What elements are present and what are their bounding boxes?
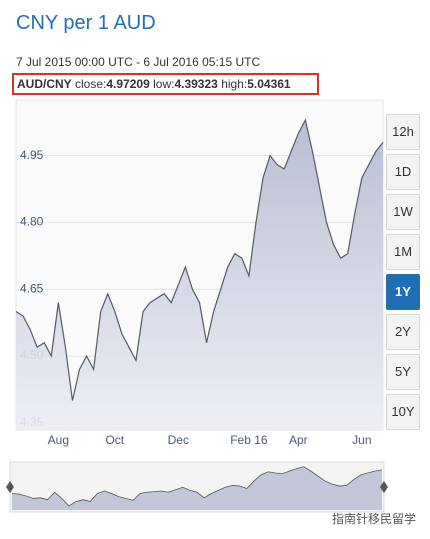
x-tick-label: Dec — [168, 433, 189, 447]
range-button[interactable]: 12h — [386, 114, 420, 150]
navigator-line — [11, 466, 383, 507]
date-range: 7 Jul 2015 00:00 UTC - 6 Jul 2016 05:15 … — [16, 55, 261, 69]
range-button[interactable]: 10Y — [386, 394, 420, 430]
x-tick-label: Oct — [105, 433, 124, 447]
price-line — [15, 118, 384, 401]
navigator-handle — [380, 481, 388, 493]
low-label: low: — [153, 77, 175, 91]
y-tick-label: 4.80 — [20, 215, 44, 229]
y-tick-label: 4.95 — [20, 148, 44, 162]
low: 4.39323 — [174, 77, 218, 91]
x-tick-label: Aug — [48, 433, 69, 447]
quote-info: AUD/CNY close:4.97209 low:4.39323 high:5… — [12, 73, 319, 95]
high-label: high: — [221, 77, 248, 91]
range-button[interactable]: 2Y — [386, 314, 420, 350]
x-tick-label: Feb 16 — [230, 433, 268, 447]
close: 4.97209 — [106, 77, 150, 91]
range-button[interactable]: 1W — [386, 194, 420, 230]
y-tick-label: 4.65 — [20, 281, 44, 295]
watermark: 指南针移民留学 — [331, 512, 416, 526]
x-tick-label: Jun — [352, 433, 371, 447]
x-tick-label: Apr — [289, 433, 308, 447]
range-button[interactable]: 1M — [386, 234, 420, 270]
navigator-handle — [6, 481, 14, 493]
title: CNY per 1 AUD — [16, 12, 156, 34]
navigator-area — [12, 466, 382, 510]
range-button[interactable]: 1D — [386, 154, 420, 190]
close-label: close: — [75, 77, 107, 91]
high: 5.04361 — [247, 77, 291, 91]
range-button[interactable]: 5Y — [386, 354, 420, 390]
range-button[interactable]: 1Y — [386, 274, 420, 310]
area-fill — [16, 120, 383, 430]
pair: AUD/CNY — [17, 77, 72, 91]
